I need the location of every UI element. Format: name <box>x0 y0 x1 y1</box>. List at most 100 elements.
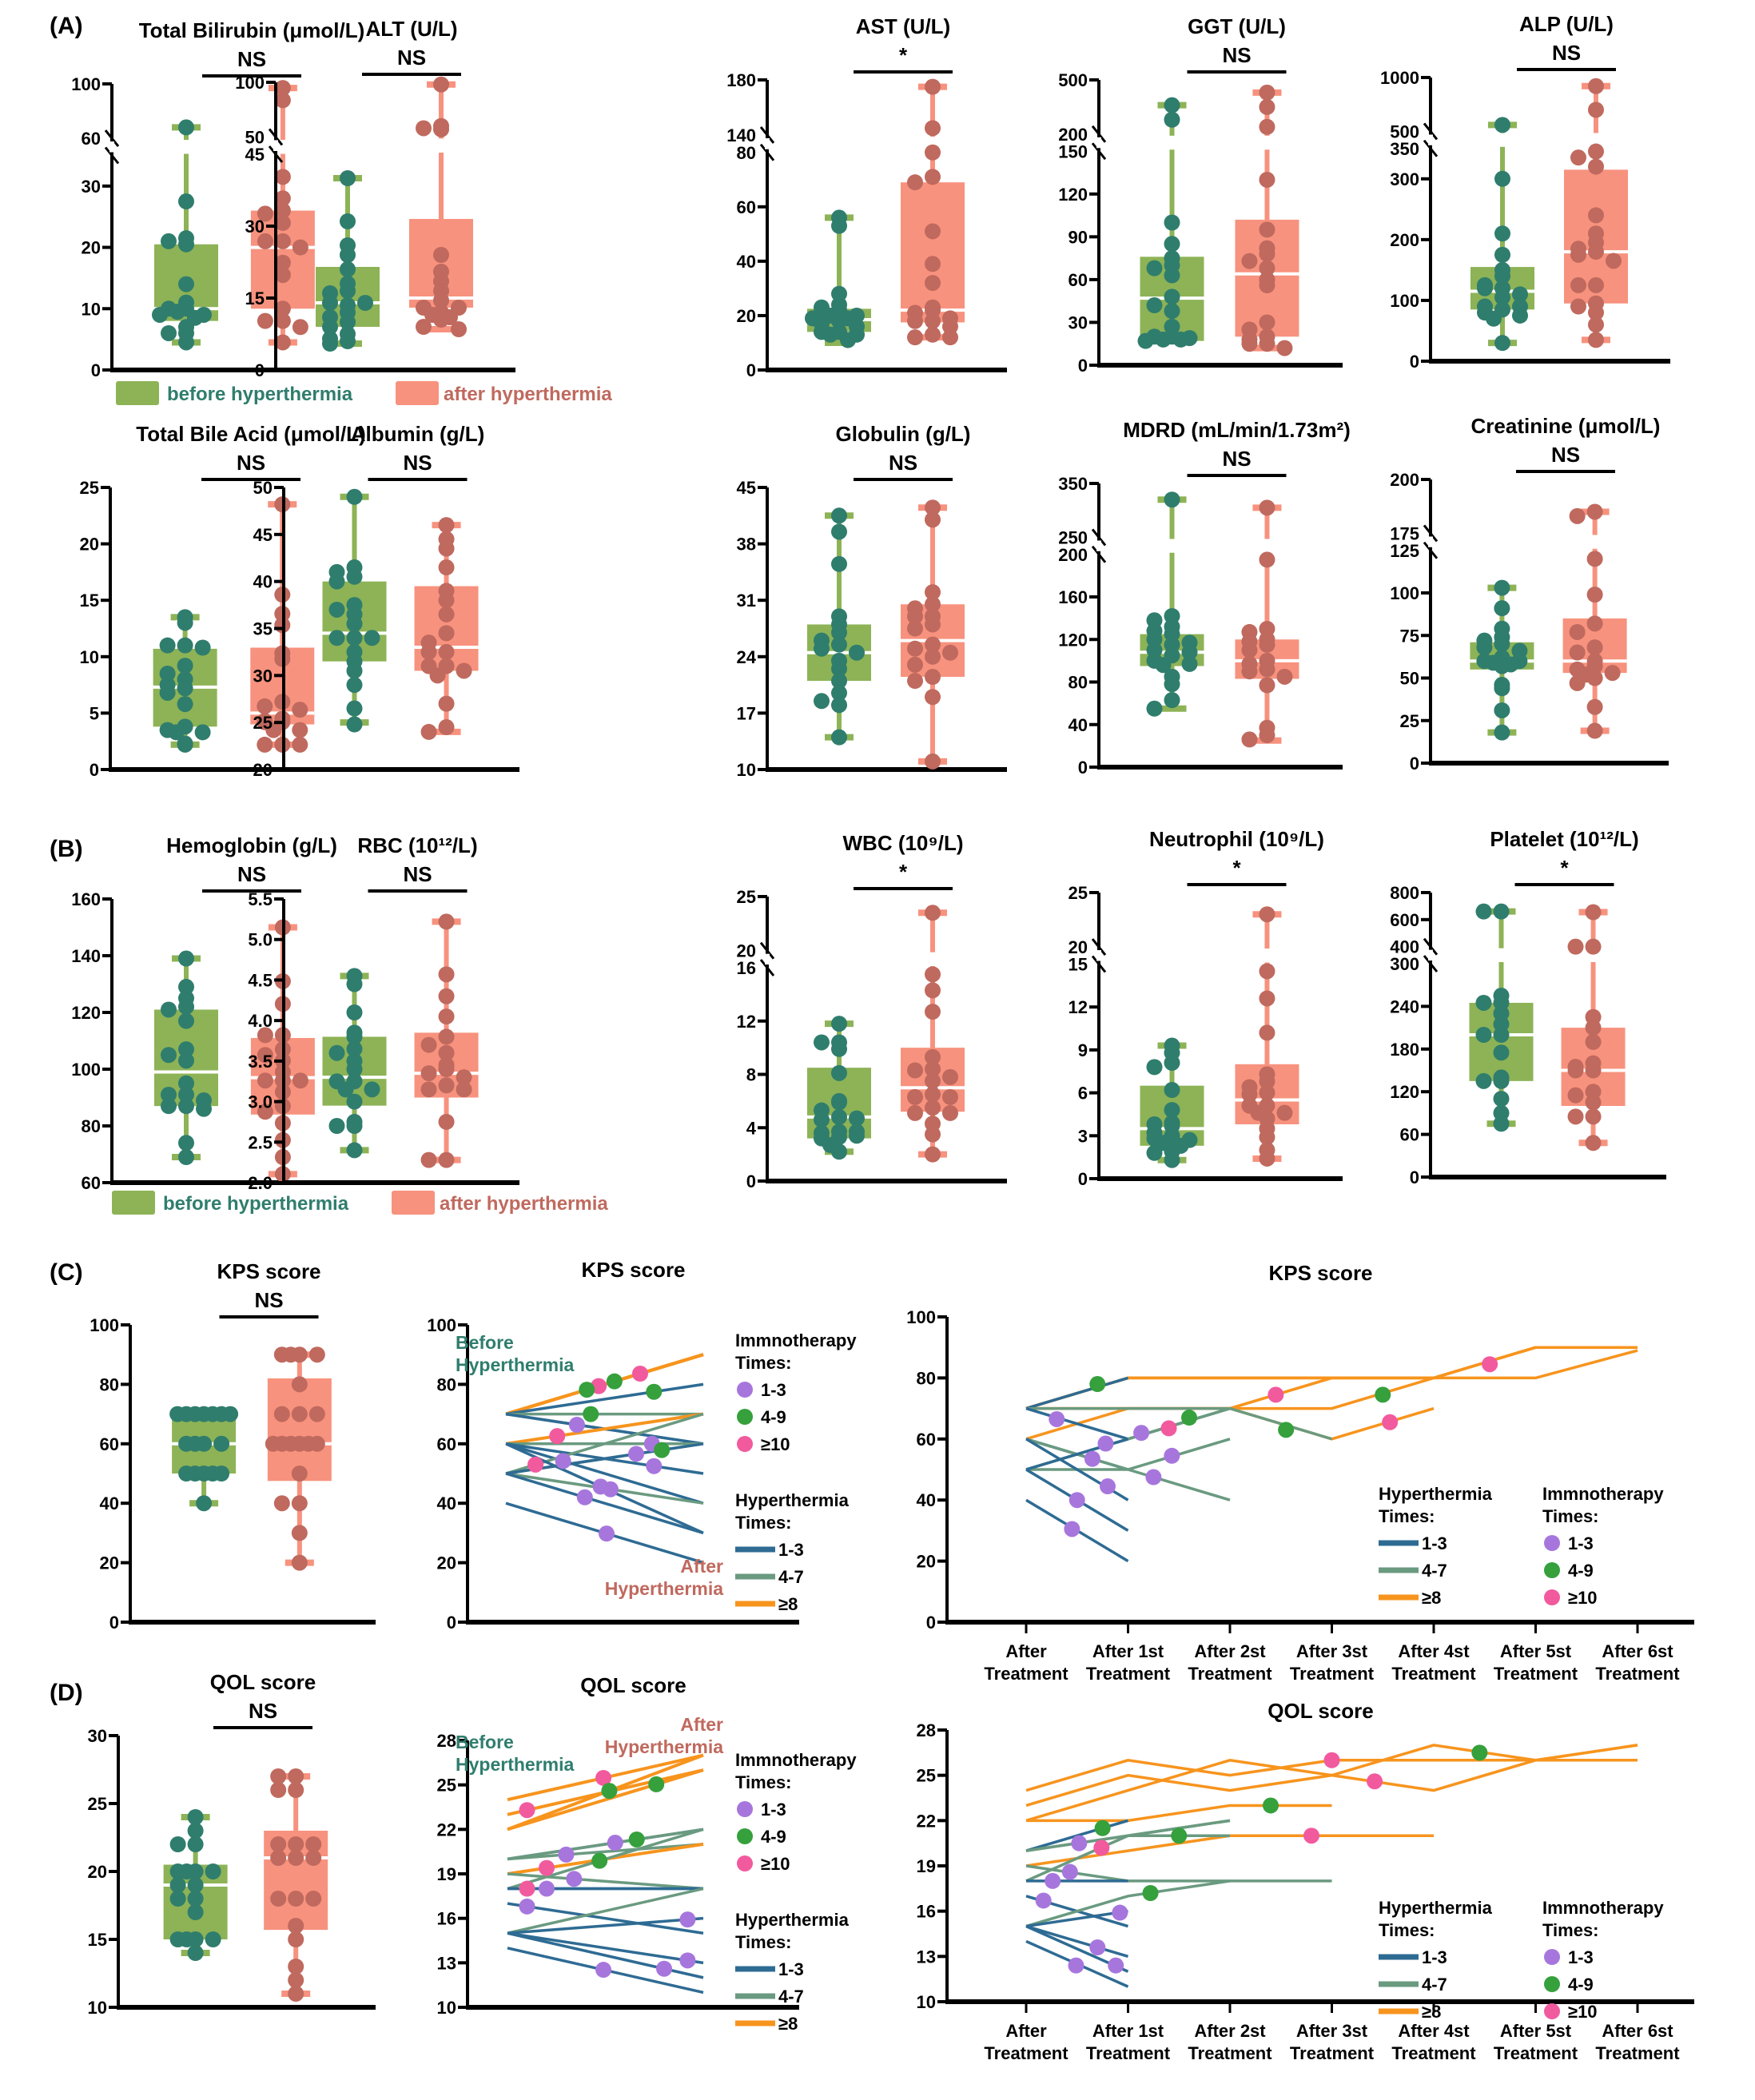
data-point <box>1133 1425 1150 1442</box>
after-data-point <box>907 312 923 329</box>
significance-label: NS <box>1222 447 1251 471</box>
data-point <box>1471 1744 1488 1761</box>
after-data-point <box>433 121 449 137</box>
legend-item-label: ≥8 <box>1422 1588 1441 1608</box>
y-tick-label: 160 <box>71 889 101 909</box>
before-data-point <box>187 1809 204 1825</box>
x-tick-label: Treatment <box>1595 1664 1680 1684</box>
before-data-point <box>1493 1027 1510 1043</box>
after-data-point <box>1570 246 1586 263</box>
after-data-point <box>925 1048 941 1065</box>
series-line <box>1025 1879 1231 1928</box>
legend-dot-swatch <box>1544 2003 1560 2019</box>
legend-item-label: ≥10 <box>761 1854 790 1874</box>
before-whisker-break <box>1168 135 1176 150</box>
legend-dot-swatch <box>737 1801 753 1817</box>
legend-title: Times: <box>1379 1920 1435 1940</box>
chart-title: QOL score <box>1268 1699 1373 1723</box>
y-tick-label: 350 <box>1390 139 1419 159</box>
legend-item-label: 4-9 <box>761 1827 786 1847</box>
y-tick-label: 125 <box>1390 541 1419 561</box>
y-tick-label: 120 <box>1058 630 1088 650</box>
after-data-point <box>1567 938 1584 955</box>
data-point <box>555 1453 571 1470</box>
axis-break-gap <box>1096 540 1101 551</box>
after-data-point <box>1588 207 1604 224</box>
y-tick-label: 90 <box>1069 227 1088 247</box>
axis-break-mark <box>1423 524 1439 543</box>
axis-break-mark <box>1091 545 1107 563</box>
y-tick-label: 400 <box>1390 937 1419 957</box>
before-box-group <box>322 488 387 733</box>
x-tick-label: After 1st <box>1092 1641 1164 1661</box>
y-tick-label: 40 <box>253 572 273 592</box>
after-data-point <box>438 1061 455 1077</box>
data-point <box>549 1428 566 1445</box>
after-data-point <box>270 1891 287 1907</box>
after-box-group <box>1235 906 1299 1167</box>
after-data-point <box>925 1126 941 1143</box>
data-point <box>595 1962 612 1979</box>
data-point <box>1278 1422 1295 1438</box>
y-tick-label: 45 <box>737 478 756 498</box>
before-data-point <box>346 568 363 585</box>
data-point <box>595 1769 612 1786</box>
chart-title: KPS score <box>1268 1261 1372 1285</box>
data-point <box>598 1525 615 1542</box>
y-tick-label: 30 <box>245 217 265 237</box>
y-tick-label: 25 <box>88 1794 107 1814</box>
axis-break-gap <box>109 141 114 153</box>
before-data-point <box>187 1823 204 1839</box>
before-data-point <box>340 314 356 330</box>
before-data-point <box>177 614 193 631</box>
after-data-point <box>420 723 437 740</box>
after-data-point <box>1585 938 1602 955</box>
y-tick-label: 600 <box>1390 910 1419 930</box>
before-data-point <box>1493 1044 1510 1061</box>
after-box-group <box>901 905 965 1163</box>
after-data-point <box>925 312 941 329</box>
before-data-point <box>831 660 847 677</box>
before-data-point <box>346 630 363 646</box>
before-data-point <box>322 331 338 347</box>
after-data-point <box>438 695 455 712</box>
before-data-point <box>346 1004 363 1020</box>
legend-title: Immnotherapy <box>1542 1898 1664 1918</box>
before-data-point <box>169 1406 186 1422</box>
data-point <box>519 1898 535 1915</box>
y-tick-label: 0 <box>447 1613 456 1633</box>
axis-break-gap <box>1096 950 1101 961</box>
before-data-point <box>340 333 356 349</box>
after-box <box>901 182 965 323</box>
after-data-point <box>925 120 941 137</box>
after-data-point <box>265 722 282 738</box>
y-tick-label: 0 <box>1078 1169 1088 1189</box>
before-data-point <box>1164 1102 1180 1119</box>
legend-label-after: after hyperthermia <box>444 384 612 405</box>
after-data-point <box>942 644 958 661</box>
axis-break-gap <box>1428 536 1433 547</box>
y-tick-label: 6 <box>1078 1084 1088 1104</box>
series-line <box>505 1382 704 1416</box>
axis-break-gap <box>1096 137 1101 149</box>
before-data-point <box>187 1406 204 1422</box>
after-data-point <box>288 1986 304 2002</box>
x-tick-label: Treatment <box>1595 2043 1680 2063</box>
after-data-point <box>942 1088 958 1105</box>
before-data-point <box>168 724 185 741</box>
y-tick-label: 160 <box>1058 587 1088 607</box>
y-tick-label: 20 <box>737 306 756 326</box>
axis-break-gap <box>1428 134 1433 145</box>
before-data-point <box>831 217 847 234</box>
y-tick-label: 20 <box>100 1553 119 1573</box>
after-data-point <box>416 120 432 137</box>
x-tick-label: After 4st <box>1398 2021 1470 2041</box>
y-tick-label: 100 <box>71 1060 101 1080</box>
after-data-point <box>438 559 455 576</box>
significance-label: NS <box>237 451 265 475</box>
after-data-point <box>438 517 455 534</box>
after-data-point <box>1585 1033 1602 1050</box>
data-point <box>1071 1835 1088 1851</box>
